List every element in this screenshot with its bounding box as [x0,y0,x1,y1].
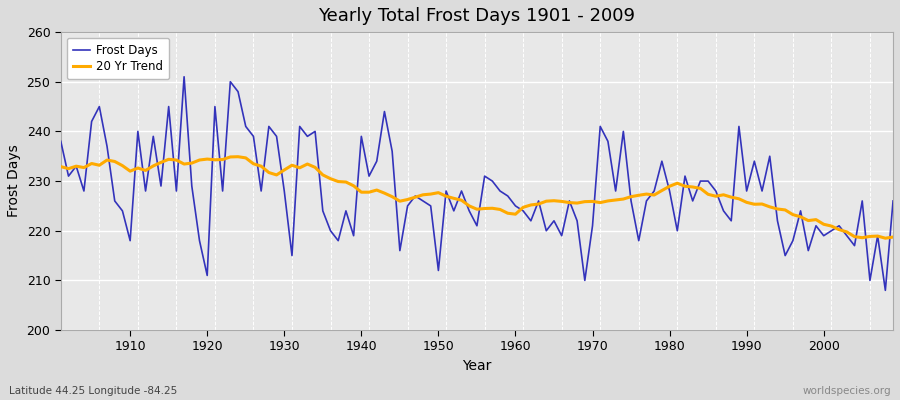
20 Yr Trend [518,205,528,210]
Frost Days [610,189,621,194]
Frost Days [117,208,128,213]
Frost Days [340,208,351,213]
20 Yr Trend [117,163,128,168]
Frost Days [56,139,67,144]
Line: Frost Days: Frost Days [61,77,893,290]
Title: Yearly Total Frost Days 1901 - 2009: Yearly Total Frost Days 1901 - 2009 [319,7,635,25]
Y-axis label: Frost Days: Frost Days [7,145,21,218]
Frost Days [510,204,521,208]
Frost Days [880,288,891,293]
20 Yr Trend [880,236,891,240]
Frost Days [179,74,190,79]
20 Yr Trend [56,164,67,169]
20 Yr Trend [294,166,305,170]
Frost Days [518,208,528,213]
Text: Latitude 44.25 Longitude -84.25: Latitude 44.25 Longitude -84.25 [9,386,177,396]
X-axis label: Year: Year [463,359,491,373]
Legend: Frost Days, 20 Yr Trend: Frost Days, 20 Yr Trend [67,38,169,79]
Frost Days [294,124,305,129]
Line: 20 Yr Trend: 20 Yr Trend [61,157,893,238]
20 Yr Trend [610,198,621,202]
20 Yr Trend [887,235,898,240]
20 Yr Trend [340,180,351,184]
Frost Days [887,198,898,203]
Text: worldspecies.org: worldspecies.org [803,386,891,396]
20 Yr Trend [510,212,521,216]
20 Yr Trend [232,154,243,159]
